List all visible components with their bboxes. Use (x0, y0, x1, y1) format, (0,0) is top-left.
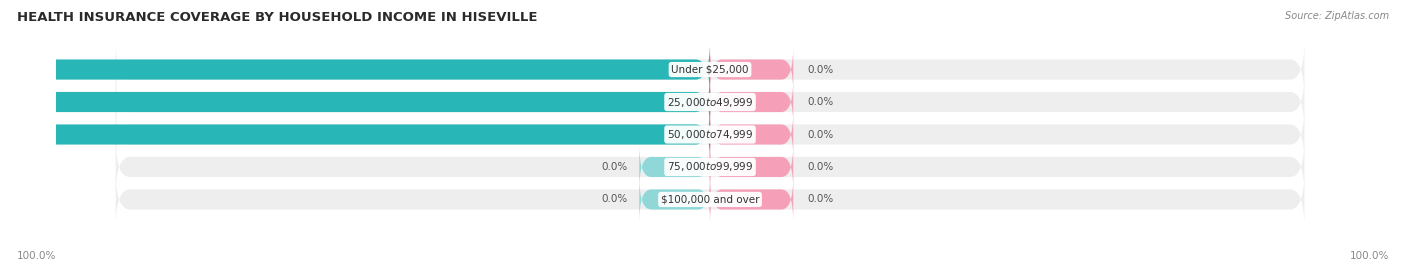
Text: Under $25,000: Under $25,000 (671, 65, 749, 75)
FancyBboxPatch shape (710, 144, 793, 189)
FancyBboxPatch shape (115, 73, 1305, 131)
FancyBboxPatch shape (0, 106, 710, 163)
Text: $25,000 to $49,999: $25,000 to $49,999 (666, 95, 754, 108)
Text: $75,000 to $99,999: $75,000 to $99,999 (666, 161, 754, 174)
Text: 0.0%: 0.0% (807, 97, 834, 107)
Text: 100.0%: 100.0% (1350, 251, 1389, 261)
FancyBboxPatch shape (640, 144, 710, 189)
FancyBboxPatch shape (115, 41, 1305, 98)
FancyBboxPatch shape (0, 41, 710, 98)
FancyBboxPatch shape (710, 80, 793, 125)
FancyBboxPatch shape (0, 73, 710, 131)
Text: 0.0%: 0.0% (807, 65, 834, 75)
FancyBboxPatch shape (710, 112, 793, 157)
Text: 0.0%: 0.0% (807, 194, 834, 204)
Text: 100.0%: 100.0% (17, 251, 56, 261)
FancyBboxPatch shape (640, 177, 710, 222)
Text: 0.0%: 0.0% (807, 129, 834, 140)
Text: Source: ZipAtlas.com: Source: ZipAtlas.com (1285, 11, 1389, 21)
Text: 0.0%: 0.0% (602, 194, 627, 204)
FancyBboxPatch shape (710, 177, 793, 222)
FancyBboxPatch shape (115, 138, 1305, 196)
FancyBboxPatch shape (115, 171, 1305, 228)
Text: 0.0%: 0.0% (602, 162, 627, 172)
FancyBboxPatch shape (115, 106, 1305, 163)
Text: HEALTH INSURANCE COVERAGE BY HOUSEHOLD INCOME IN HISEVILLE: HEALTH INSURANCE COVERAGE BY HOUSEHOLD I… (17, 11, 537, 24)
Text: $100,000 and over: $100,000 and over (661, 194, 759, 204)
Text: $50,000 to $74,999: $50,000 to $74,999 (666, 128, 754, 141)
Text: 0.0%: 0.0% (807, 162, 834, 172)
FancyBboxPatch shape (710, 47, 793, 92)
